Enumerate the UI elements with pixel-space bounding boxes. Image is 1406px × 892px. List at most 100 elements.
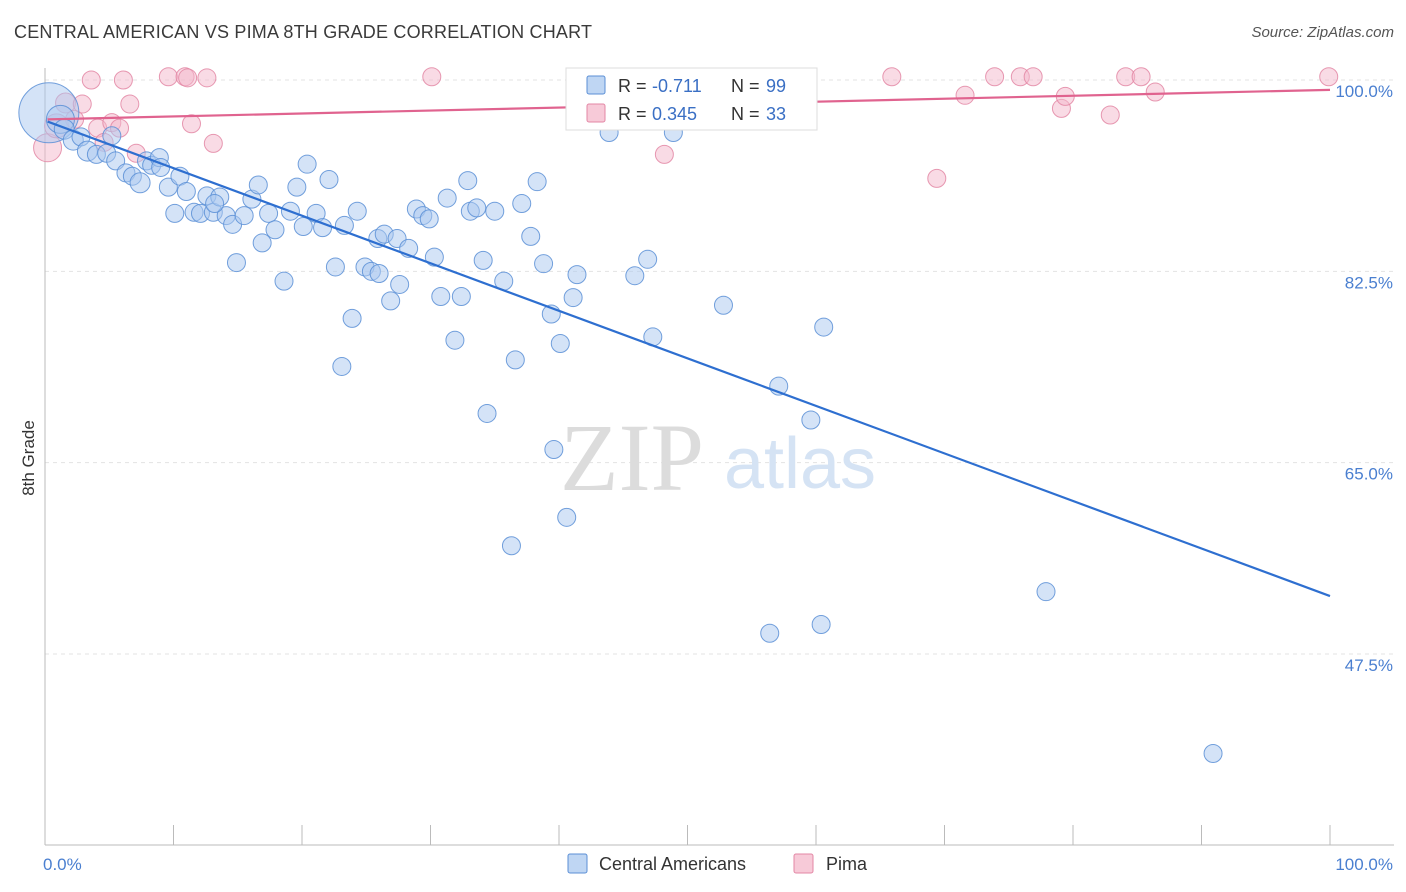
trendlines xyxy=(47,88,1331,598)
x-tick-label: 0.0% xyxy=(43,855,82,874)
pima-point xyxy=(81,70,101,90)
legend-n-value-1: 33 xyxy=(766,104,786,124)
grid-lines xyxy=(45,79,1394,655)
central-american-point xyxy=(544,440,564,460)
central-american-point xyxy=(527,172,547,192)
watermark-atlas: atlas xyxy=(724,424,876,504)
central-american-point xyxy=(557,507,577,527)
legend-r-value-0: -0.711 xyxy=(652,76,702,96)
pima-point xyxy=(178,68,198,88)
central-american-point xyxy=(248,175,268,195)
central-american-point xyxy=(1036,582,1056,602)
central-american-point xyxy=(205,194,225,214)
pima-point xyxy=(113,70,133,90)
pima-point xyxy=(1100,105,1120,125)
axes xyxy=(44,68,1394,846)
central-american-point xyxy=(567,265,587,285)
central-american-point xyxy=(381,291,401,311)
central-american-point xyxy=(473,250,493,270)
pima-point xyxy=(1023,67,1043,87)
tick-labels: 47.5% 65.0% 82.5% 100.0% 0.0% 100.0% xyxy=(43,82,1393,874)
chart-title: CENTRAL AMERICAN VS PIMA 8TH GRADE CORRE… xyxy=(14,22,593,42)
legend-blue-swatch xyxy=(586,75,606,95)
y-axis-title: 8th Grade xyxy=(19,420,38,496)
pima-point xyxy=(654,144,674,164)
central-american-point xyxy=(390,274,410,294)
source-label: Source: ZipAtlas.com xyxy=(1251,24,1394,41)
central-american-point xyxy=(319,169,339,189)
central-american-point xyxy=(259,203,279,223)
central-american-point xyxy=(625,266,645,286)
legend-bottom: Central Americans Pima xyxy=(567,853,868,874)
pima-point xyxy=(882,67,902,87)
central-american-point xyxy=(419,209,439,229)
legend-bottom-label-0: Central Americans xyxy=(599,854,746,874)
central-american-point xyxy=(811,614,831,634)
pima-point xyxy=(1319,67,1339,87)
legend-bottom-blue-swatch xyxy=(567,853,588,874)
y-tick-label: 82.5% xyxy=(1345,273,1393,292)
legend-r-value-1: 0.345 xyxy=(652,104,697,124)
central-american-point xyxy=(347,201,367,221)
central-american-point xyxy=(369,264,389,284)
central-american-point xyxy=(274,271,294,291)
y-tick-label: 65.0% xyxy=(1345,465,1393,484)
pima-point xyxy=(203,133,223,153)
central-american-point xyxy=(801,410,821,430)
central-american-point xyxy=(467,198,487,218)
pima-point xyxy=(158,67,178,87)
central-american-point xyxy=(458,171,478,191)
watermark: ZIP atlas xyxy=(560,404,876,511)
central-american-point xyxy=(332,356,352,376)
central-americans-trendline xyxy=(47,120,1331,598)
pima-point xyxy=(197,68,217,88)
central-american-point xyxy=(534,254,554,274)
central-american-point xyxy=(431,286,451,306)
central-american-point xyxy=(477,403,497,423)
central-american-point xyxy=(424,247,444,267)
central-american-point xyxy=(287,177,307,197)
central-american-point xyxy=(505,350,525,370)
legend-pink-swatch xyxy=(586,103,606,123)
central-american-point xyxy=(234,206,254,226)
central-american-point xyxy=(445,330,465,350)
central-american-point xyxy=(760,623,780,643)
pima-point xyxy=(1145,82,1165,102)
pima-point xyxy=(955,85,975,105)
central-american-point xyxy=(451,286,471,306)
central-american-point xyxy=(297,154,317,174)
pima-point xyxy=(1131,67,1151,87)
x-tick-label: 100.0% xyxy=(1335,855,1393,874)
central-american-point xyxy=(265,220,285,240)
central-american-point xyxy=(1203,743,1223,763)
central-american-point xyxy=(713,295,733,315)
central-american-point xyxy=(814,317,834,337)
central-american-point xyxy=(512,194,532,214)
y-tick-label: 47.5% xyxy=(1345,656,1393,675)
legend-n-label-0: N = xyxy=(731,76,760,96)
central-american-point xyxy=(129,172,151,194)
watermark-zip: ZIP xyxy=(560,404,704,511)
central-american-point xyxy=(563,288,583,308)
legend-n-value-0: 99 xyxy=(766,76,786,96)
legend-bottom-label-1: Pima xyxy=(826,854,868,874)
y-tick-label: 100.0% xyxy=(1335,82,1393,101)
legend-r-label-0: R = xyxy=(618,76,647,96)
central-american-point xyxy=(638,249,658,269)
pima-point xyxy=(181,114,201,134)
central-american-point xyxy=(293,217,313,237)
legend-bottom-pink-swatch xyxy=(793,853,814,874)
pima-point xyxy=(422,67,442,87)
central-american-point xyxy=(485,201,505,221)
central-american-point xyxy=(342,308,362,328)
legend-r-label-1: R = xyxy=(618,104,647,124)
legend-top: R = -0.711 N = 99 R = 0.345 N = 33 xyxy=(565,67,818,131)
legend-n-label-1: N = xyxy=(731,104,760,124)
central-american-point xyxy=(252,233,272,253)
pima-point xyxy=(120,94,140,114)
legend-top-box xyxy=(565,67,818,131)
pima-point xyxy=(927,168,947,188)
central-american-point xyxy=(226,253,246,273)
central-american-point xyxy=(165,203,185,223)
